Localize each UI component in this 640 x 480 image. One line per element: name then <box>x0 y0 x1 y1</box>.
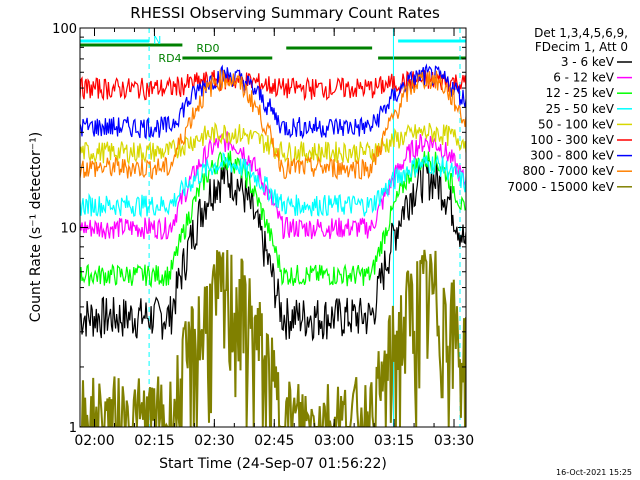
y-axis-label: Count Rate (s⁻¹ detector⁻¹) <box>28 132 44 322</box>
y-tick-label: 1 <box>69 421 77 436</box>
x-tick-label: 02:00 <box>74 433 114 449</box>
legend-label: 25 - 50 keV <box>546 102 615 116</box>
legend-label: 50 - 100 keV <box>538 117 615 131</box>
timestamp: 16-Oct-2021 15:25 <box>556 468 632 477</box>
detector-info-line-2: FDecim 1, Att 0 <box>535 40 628 54</box>
x-tick-label: 02:45 <box>254 433 294 449</box>
x-tick-label: 02:30 <box>194 433 234 449</box>
flags-layer: N RD0 RD4 <box>80 34 466 65</box>
series-line-0 <box>80 158 466 342</box>
legend-label: 3 - 6 keV <box>561 55 615 69</box>
y-tick-label: 100 <box>52 22 77 37</box>
legend-label: 300 - 800 keV <box>530 149 614 163</box>
y-tick-label: 10 <box>60 222 77 237</box>
detector-info-line-1: Det 1,3,4,5,6,9, <box>534 26 628 40</box>
x-tick-label: 03:30 <box>434 433 474 449</box>
series-line-7 <box>80 69 466 180</box>
flag-label-rd4: RD4 <box>158 52 181 65</box>
legend: Det 1,3,4,5,6,9, FDecim 1, Att 0 3 - 6 k… <box>507 26 632 194</box>
series-line-8 <box>80 249 466 427</box>
series-layer <box>80 63 466 427</box>
legend-label: 6 - 12 keV <box>553 71 615 85</box>
x-tick-label: 02:15 <box>134 433 174 449</box>
legend-label: 100 - 300 keV <box>530 133 614 147</box>
series-line-6 <box>80 63 466 140</box>
legend-label: 12 - 25 keV <box>546 86 615 100</box>
series-line-3 <box>80 151 466 218</box>
axes-layer: 02:00 02:15 02:30 02:45 03:00 03:15 03:30 1 10 10… <box>52 22 474 449</box>
flag-label-n: N <box>153 34 161 47</box>
x-axis-label: Start Time (24-Sep-07 01:56:22) <box>159 456 387 472</box>
legend-label: 800 - 7000 keV <box>523 164 615 178</box>
x-tick-label: 03:00 <box>314 433 354 449</box>
flag-label-rd0: RD0 <box>196 42 219 55</box>
chart-title: RHESSI Observing Summary Count Rates <box>130 4 440 22</box>
plot-area: N RD0 RD4 02:00 02:15 02:30 02:45 03:00 03:15 03… <box>52 22 474 449</box>
legend-label: 7000 - 15000 keV <box>507 180 614 194</box>
x-tick-label: 03:15 <box>374 433 414 449</box>
